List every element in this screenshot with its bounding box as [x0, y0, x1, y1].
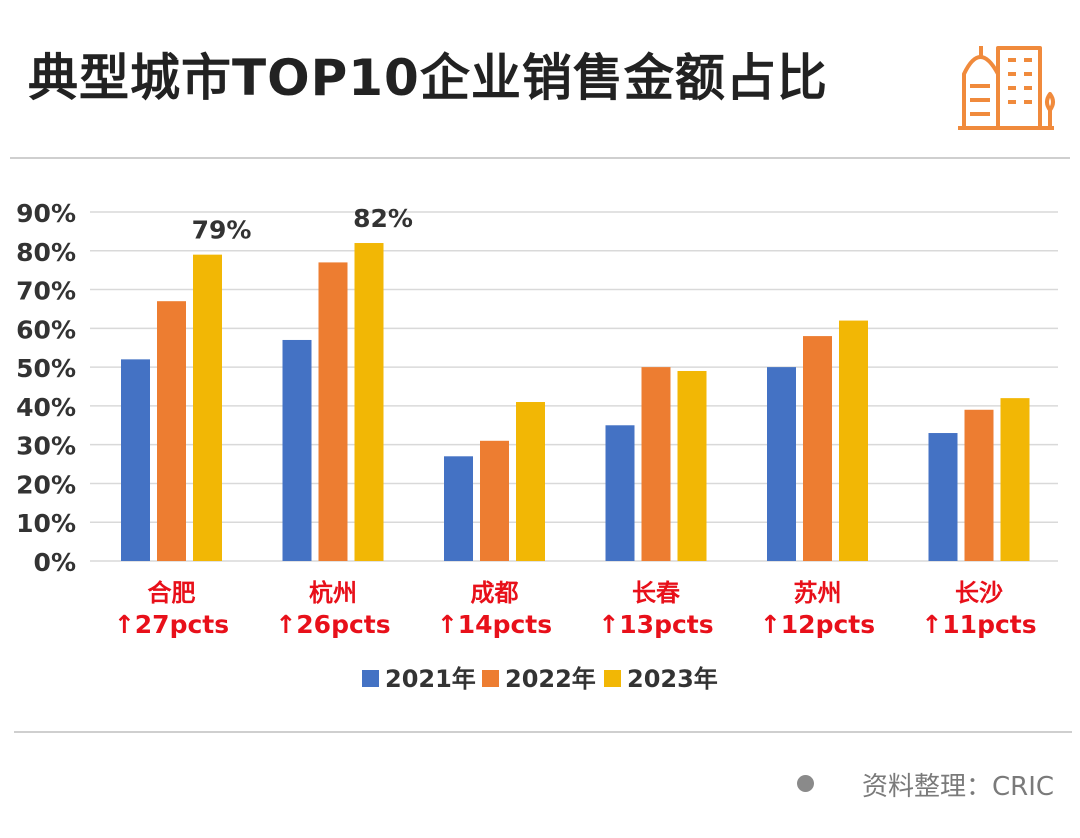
legend-label: 2021年 — [385, 665, 476, 693]
y-tick-label: 0% — [34, 548, 76, 577]
y-tick-label: 20% — [16, 470, 76, 499]
y-tick-label: 90% — [16, 199, 76, 228]
bar — [1000, 398, 1030, 561]
y-tick-label: 70% — [16, 277, 76, 306]
footer-divider — [14, 731, 1072, 733]
bar — [318, 262, 348, 561]
y-tick-label: 60% — [16, 315, 76, 344]
data-label: 82% — [353, 204, 413, 233]
legend: 2021年 2022年 2023年 — [362, 665, 718, 693]
category-label: 苏州 — [794, 579, 842, 607]
x-axis-labels: 合肥 ↑27pcts 杭州 ↑26pcts 成都 ↑14pcts 长春 ↑13pcts 苏州 ↑1… — [114, 579, 1037, 639]
bar — [803, 336, 832, 561]
building-icon — [958, 46, 1055, 130]
category-change-label: ↑13pcts — [598, 610, 713, 639]
bar — [444, 456, 473, 561]
source-note: 资料整理：CRIC — [862, 772, 1055, 802]
category-label: 合肥 — [148, 579, 196, 607]
bar — [839, 320, 868, 561]
category-change-label: ↑14pcts — [437, 610, 552, 639]
header-divider — [10, 157, 1070, 159]
bars: 79% 82% — [121, 204, 1030, 561]
y-tick-label: 30% — [16, 432, 76, 461]
bar — [677, 370, 707, 561]
bar-chart: 0% 10% 20% 30% 40% 50% 60% 70% 80% 90% 79% 82% 合肥 ↑… — [16, 199, 1058, 693]
bar — [641, 367, 671, 561]
data-label: 79% — [192, 216, 252, 245]
bar — [605, 425, 635, 561]
legend-label: 2023年 — [627, 665, 718, 693]
footer-bullet-icon — [797, 775, 814, 792]
category-label: 长沙 — [955, 579, 1003, 607]
bar — [964, 409, 994, 561]
legend-swatch — [482, 670, 499, 687]
category-change-label: ↑27pcts — [114, 610, 229, 639]
category-change-label: ↑12pcts — [760, 610, 875, 639]
category-label: 成都 — [471, 579, 519, 607]
y-tick-label: 40% — [16, 393, 76, 422]
bar — [157, 301, 186, 561]
bar — [121, 359, 150, 561]
y-axis: 0% 10% 20% 30% 40% 50% 60% 70% 80% 90% — [16, 199, 76, 577]
y-tick-label: 10% — [16, 509, 76, 538]
legend-label: 2022年 — [505, 665, 596, 693]
bar — [282, 339, 312, 561]
legend-swatch — [362, 670, 379, 687]
bar — [480, 440, 509, 561]
legend-swatch — [604, 670, 621, 687]
category-change-label: ↑11pcts — [921, 610, 1036, 639]
bar — [354, 243, 384, 561]
category-change-label: ↑26pcts — [275, 610, 390, 639]
category-label: 长春 — [632, 579, 680, 607]
page-title: 典型城市TOP10企业销售金额占比 — [28, 49, 828, 107]
grid-lines — [90, 211, 1058, 562]
category-label: 杭州 — [309, 579, 357, 607]
bar — [767, 367, 796, 561]
bar — [516, 402, 545, 561]
y-tick-label: 80% — [16, 238, 76, 267]
bar — [193, 254, 222, 561]
bar — [928, 433, 958, 561]
y-tick-label: 50% — [16, 354, 76, 383]
